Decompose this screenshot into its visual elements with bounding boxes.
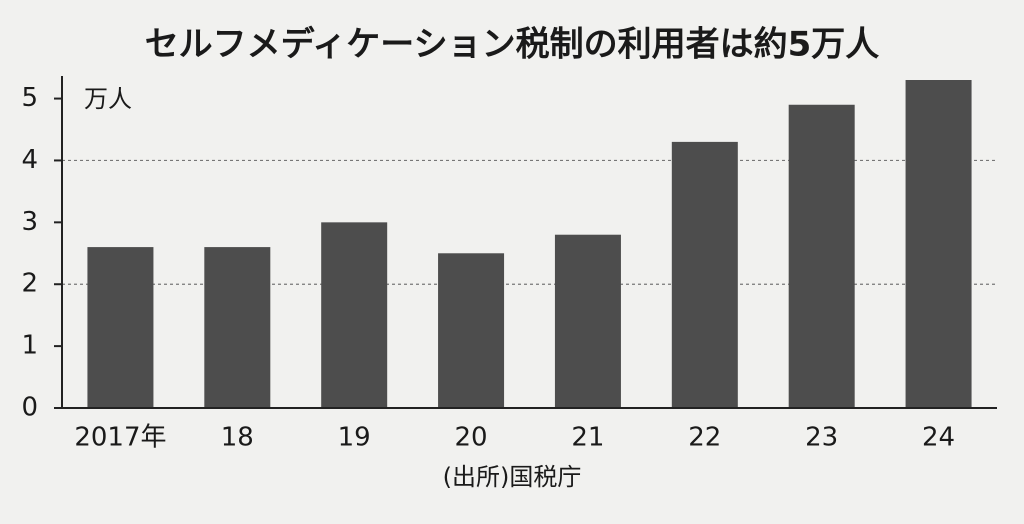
bar xyxy=(438,253,505,408)
x-tick-label: 24 xyxy=(922,423,955,453)
y-tick-label: 5 xyxy=(21,83,38,113)
source: (出所)国税庁 xyxy=(443,463,582,491)
x-tick-label: 23 xyxy=(805,423,838,453)
bar xyxy=(321,222,388,408)
y-tick-label: 4 xyxy=(21,145,38,175)
x-tick-label: 18 xyxy=(221,423,254,453)
bar xyxy=(905,80,972,408)
x-tick-label: 19 xyxy=(338,423,371,453)
y-unit: 万人 xyxy=(84,85,132,113)
bar xyxy=(671,141,738,409)
bar xyxy=(204,247,271,408)
bar xyxy=(554,234,621,408)
y-tick-label: 1 xyxy=(21,331,38,361)
x-tick-label: 22 xyxy=(688,423,721,453)
x-tick-label: 21 xyxy=(571,423,604,453)
y-tick-label: 3 xyxy=(21,207,38,237)
x-tick-label: 20 xyxy=(455,423,488,453)
chart-title: セルフメディケーション税制の利用者は約5万人 xyxy=(145,25,880,65)
x-tick-label: 2017年 xyxy=(74,423,166,453)
bar xyxy=(87,247,154,408)
bar xyxy=(788,104,855,409)
y-tick-label: 0 xyxy=(21,393,38,423)
y-tick-label: 2 xyxy=(21,269,38,299)
